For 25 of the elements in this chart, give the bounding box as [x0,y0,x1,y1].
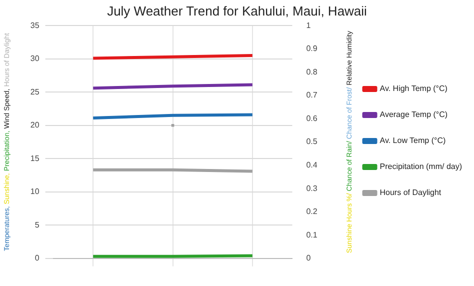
y-tick-label: 35 [30,20,40,30]
y2-tick-label: 0 [306,254,312,263]
y2-tick-label: 0.9 [306,44,318,54]
y-tick-label: 30 [30,54,40,64]
chart-title: July Weather Trend for Kahului, Maui, Hawaii [107,3,368,18]
y2-tick-label: 1 [306,20,312,30]
legend-label: Av. Low Temp (°C) [380,136,446,146]
y-tick-label: 25 [30,87,40,96]
legend-label: Average Temp (°C) [380,110,448,120]
y-tick-label: 20 [30,120,40,130]
y2-tick-label: 0.8 [306,67,318,76]
legend-label: Precipitation (mm/ day) [380,162,462,172]
y2-tick-label: 0.1 [306,230,318,240]
y2-tick-label: 0.2 [306,207,318,216]
y2-tick-label: 0.7 [306,90,318,100]
y2-tick-label: 0.4 [306,160,318,170]
y2-tick-label: 0.5 [306,137,318,146]
y-tick-label: 10 [30,187,40,196]
y2-tick-label: 0.6 [306,114,318,123]
legend-label: Hours of Daylight [380,188,442,198]
y-tick-label: 5 [34,220,40,230]
y2-tick-label: 0.3 [306,184,318,193]
y-tick-label: 15 [30,154,40,163]
legend-label: Av. High Temp (°C) [380,84,448,94]
y-tick-label: 0 [34,254,40,263]
